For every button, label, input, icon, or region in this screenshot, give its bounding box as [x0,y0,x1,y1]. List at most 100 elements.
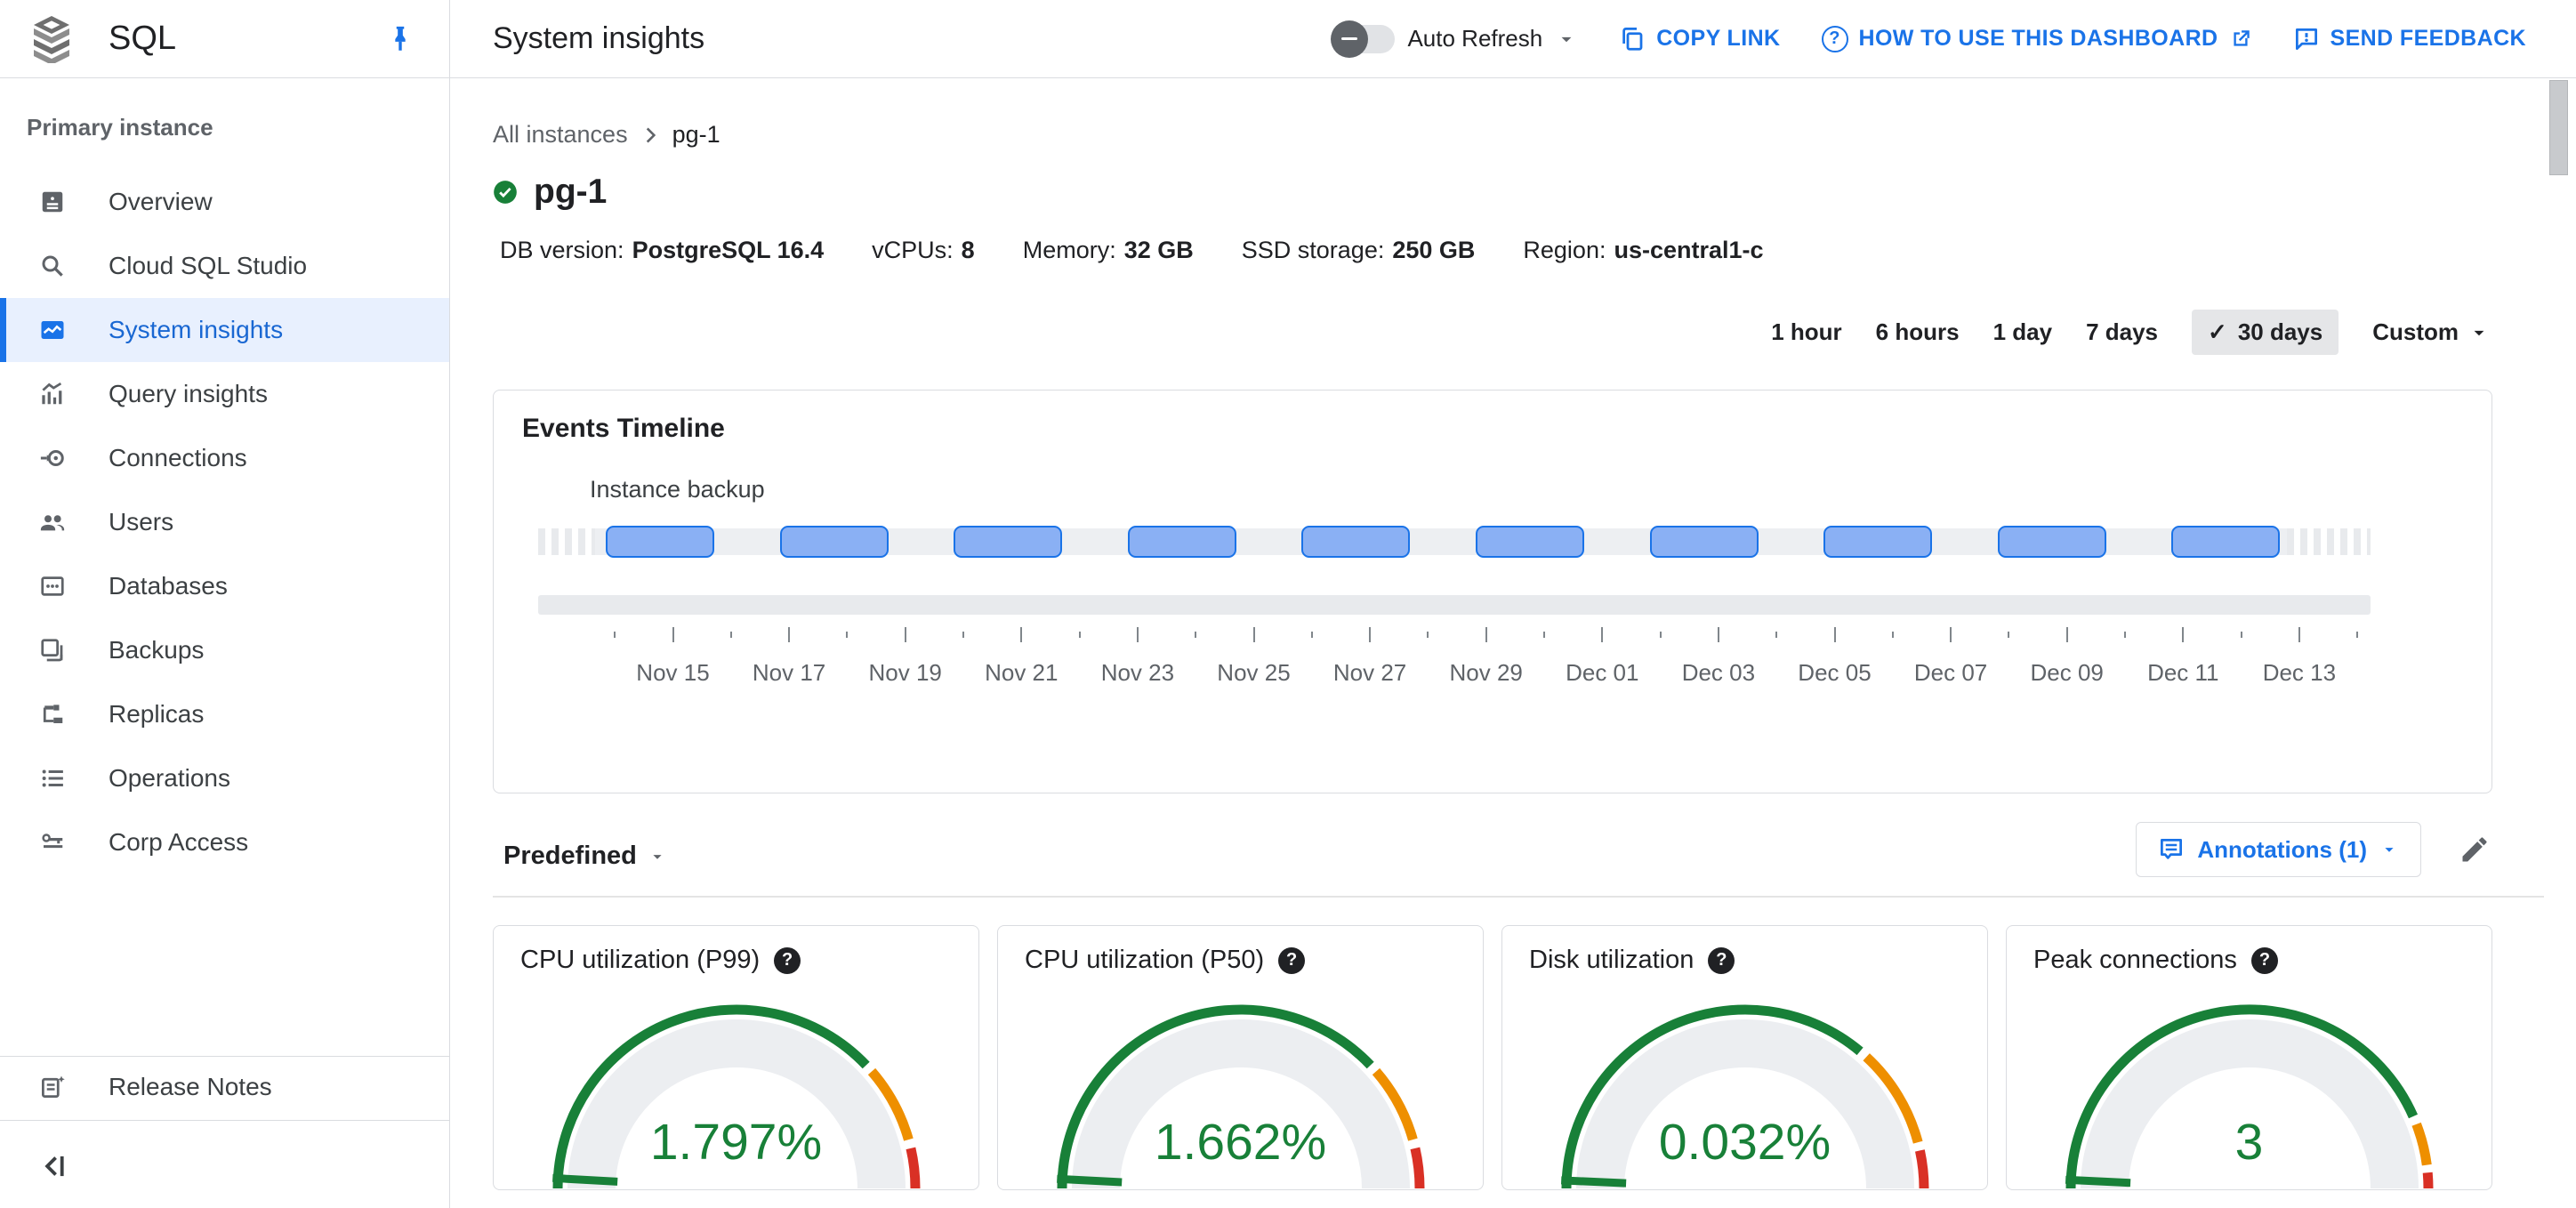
query-insights-icon [42,382,62,405]
axis-date-label: Nov 25 [1217,659,1291,686]
axis-date-label: Nov 15 [636,659,710,686]
axis-date-label: Dec 05 [1798,659,1872,686]
axis-major-tick [1717,627,1719,642]
help-icon[interactable]: ? [774,946,801,974]
events-axis: Nov 15 Nov 17 Nov 19 Nov 21 Nov 23 Nov 25 Nov … [538,627,2371,725]
event-bar-instance-backup[interactable] [1997,526,2106,558]
event-bar-instance-backup[interactable] [1823,526,1933,558]
axis-major-tick [1020,627,1023,642]
event-bar-instance-backup[interactable] [2171,526,2281,558]
gauge-title: CPU utilization (P99) [520,946,761,974]
replicas-icon [43,705,63,723]
sidebar-item-connections[interactable]: Connections [0,426,449,490]
sidebar-item-databases[interactable]: Databases [0,554,449,618]
instance-title-row: pg-1 [493,173,607,212]
sidebar-item-system-insights[interactable]: System insights [0,298,449,362]
pin-icon[interactable] [385,22,415,56]
edit-pencil-icon[interactable] [2459,834,2491,866]
axis-major-tick [1369,627,1372,642]
sidebar-item-label: Connections [109,444,247,471]
meta-ssd-storage: SSD storage: 250 GB [1241,237,1476,263]
gauge-title: CPU utilization (P50) [1025,946,1265,974]
send-feedback-button[interactable]: SEND FEEDBACK [2293,26,2527,52]
sidebar-item-users[interactable]: Users [0,490,449,554]
axis-major-tick [1950,627,1952,642]
how-to-use-dashboard-button[interactable]: ? HOW TO USE THIS DASHBOARD [1821,25,2252,52]
page-scrollbar-thumb[interactable] [2549,80,2568,175]
sidebar-item-release-notes[interactable]: Release Notes [0,1059,449,1115]
time-option-7-days[interactable]: 7 days [2086,318,2159,345]
sidebar: Primary instance Overview Cloud SQL Stud… [0,78,450,1208]
users-icon [40,515,65,531]
event-bar-instance-backup[interactable] [779,526,889,558]
event-bar-instance-backup[interactable] [606,526,714,558]
sidebar-item-label: Backups [109,636,205,664]
event-bar-instance-backup[interactable] [1649,526,1759,558]
sidebar-item-backups[interactable]: Backups [0,618,449,682]
events-track [538,526,2371,558]
sidebar-item-overview[interactable]: Overview [0,170,449,234]
sidebar-item-label: Cloud SQL Studio [109,252,308,279]
sidebar-item-label: Query insights [109,380,268,407]
meta-vcpus: vCPUs: 8 [872,237,975,263]
instance-name: pg-1 [534,173,608,211]
overview-icon [42,191,63,213]
event-bar-instance-backup[interactable] [1127,526,1236,558]
status-healthy-icon [494,181,517,204]
time-option-6-hours[interactable]: 6 hours [1875,318,1960,345]
events-scrollbar[interactable] [538,595,2371,615]
help-icon[interactable]: ? [1708,946,1735,974]
sidebar-item-corp-access[interactable]: Corp Access [0,810,449,874]
gauge-value: 1.797% [649,1114,823,1171]
time-option-30-days-selected[interactable]: ✓ 30 days [2192,310,2339,355]
event-bar-instance-backup[interactable] [1301,526,1411,558]
open-in-new-icon [2233,29,2250,46]
help-icon[interactable]: ? [2250,946,2278,974]
predefined-dropdown[interactable]: Predefined [503,842,667,871]
chevron-down-icon[interactable] [1555,28,1578,51]
axis-minor-tick [614,632,616,638]
axis-minor-tick [1078,632,1081,638]
copy-link-button[interactable]: COPY LINK [1619,26,1780,52]
gauge-value: 0.032% [1658,1114,1831,1171]
axis-minor-tick [2008,632,2010,638]
copy-icon [1622,27,1643,51]
event-bar-instance-backup[interactable] [954,526,1063,558]
auto-refresh-toggle[interactable] [1331,20,1396,58]
sidebar-item-label: Users [109,508,174,536]
sidebar-item-operations[interactable]: Operations [0,746,449,810]
sidebar-item-cloud-sql-studio[interactable]: Cloud SQL Studio [0,234,449,298]
auto-refresh-control[interactable]: Auto Refresh [1331,20,1578,58]
axis-date-label: Dec 11 [2147,659,2219,686]
gauge-value: 1.662% [1154,1114,1327,1171]
time-range-selector: 1 hour 6 hours 1 day 7 days ✓ 30 days Cu… [1771,310,2491,355]
axis-date-label: Dec 03 [1681,659,1756,686]
send-feedback-label: SEND FEEDBACK [2330,26,2526,51]
time-option-1-day[interactable]: 1 day [1992,318,2053,345]
help-icon[interactable]: ? [1278,946,1306,974]
axis-major-tick [2182,627,2185,642]
time-option-custom[interactable]: Custom [2372,318,2491,346]
gauge-cards: CPU utilization (P99) ? 1.797% CPU utili… [493,925,2492,1190]
axis-major-tick [1136,627,1139,642]
axis-date-label: Dec 09 [2030,659,2104,686]
metrics-controls: Annotations (1) [2136,822,2491,877]
toggle-knob [1331,20,1369,58]
sidebar-item-query-insights[interactable]: Query insights [0,362,449,426]
axis-minor-tick [962,632,964,638]
sidebar-item-label: Replicas [109,700,205,728]
annotations-button[interactable]: Annotations (1) [2136,822,2421,877]
axis-date-label: Dec 01 [1566,659,1639,686]
axis-minor-tick [1195,632,1197,638]
time-option-1-hour[interactable]: 1 hour [1771,318,1842,345]
axis-minor-tick [1310,632,1313,638]
gauge-value: 3 [2234,1114,2264,1171]
gauge-card-disk: Disk utilization ? 0.032% [1501,925,1988,1190]
annotations-icon [2161,839,2183,859]
collapse-sidebar-icon[interactable] [37,1149,71,1183]
axis-major-tick [2065,627,2068,642]
event-bar-instance-backup[interactable] [1476,526,1584,558]
meta-db-version: DB version: PostgreSQL 16.4 [500,237,825,263]
sidebar-item-replicas[interactable]: Replicas [0,682,449,746]
breadcrumb-all-instances[interactable]: All instances [493,121,628,148]
